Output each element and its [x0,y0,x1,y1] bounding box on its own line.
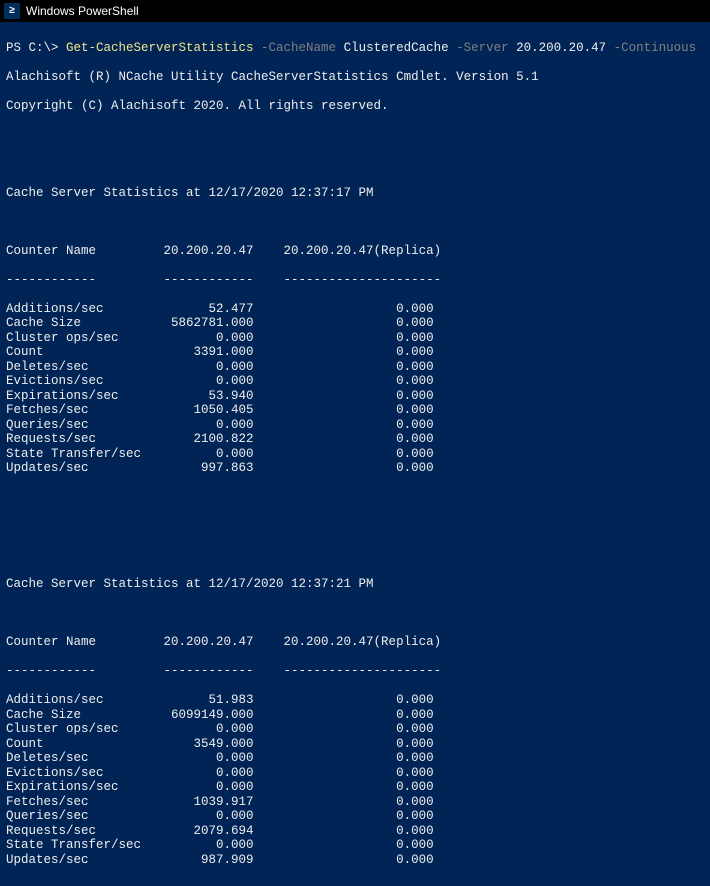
table-row: Requests/sec 2100.822 0.000 [6,432,704,447]
powershell-icon: ≥ [4,3,20,19]
table-row: Updates/sec 997.863 0.000 [6,461,704,476]
table-row: Requests/sec 2079.694 0.000 [6,824,704,839]
blank-line [6,490,704,505]
param-value: 20.200.20.47 [516,41,606,55]
table-body: Additions/sec 51.983 0.000Cache Size 609… [6,693,704,867]
table-row: Fetches/sec 1050.405 0.000 [6,403,704,418]
table-row: Cache Size 5862781.000 0.000 [6,316,704,331]
param-value: ClusteredCache [344,41,449,55]
table-divider: ------------ ------------ --------------… [6,273,704,288]
table-row: State Transfer/sec 0.000 0.000 [6,838,704,853]
table-row: Cluster ops/sec 0.000 0.000 [6,331,704,346]
table-row: Count 3391.000 0.000 [6,345,704,360]
param-flag: -Continuous [606,41,696,55]
terminal-output[interactable]: PS C:\> Get-CacheServerStatistics -Cache… [0,22,710,886]
table-row: Deletes/sec 0.000 0.000 [6,360,704,375]
table-row: Evictions/sec 0.000 0.000 [6,374,704,389]
window-title: Windows PowerShell [26,4,139,18]
titlebar[interactable]: ≥ Windows PowerShell [0,0,710,22]
table-row: Cache Size 6099149.000 0.000 [6,708,704,723]
table-row: Expirations/sec 0.000 0.000 [6,780,704,795]
prompt-prefix: PS C:\> [6,41,66,55]
command-line: PS C:\> Get-CacheServerStatistics -Cache… [6,41,704,56]
table-body: Additions/sec 52.477 0.000Cache Size 586… [6,302,704,476]
blank-line [6,215,704,230]
table-header: Counter Name 20.200.20.47 20.200.20.47(R… [6,244,704,259]
blank-line [6,548,704,563]
blank-line [6,128,704,143]
blank-line [6,606,704,621]
table-row: State Transfer/sec 0.000 0.000 [6,447,704,462]
table-row: Expirations/sec 53.940 0.000 [6,389,704,404]
table-row: Count 3549.000 0.000 [6,737,704,752]
banner-line: Copyright (C) Alachisoft 2020. All right… [6,99,704,114]
param-flag: -Server [449,41,517,55]
table-row: Deletes/sec 0.000 0.000 [6,751,704,766]
banner-line: Alachisoft (R) NCache Utility CacheServe… [6,70,704,85]
snapshot-title: Cache Server Statistics at 12/17/2020 12… [6,186,704,201]
cmdlet-name: Get-CacheServerStatistics [66,41,254,55]
blank-line [6,157,704,172]
table-row: Cluster ops/sec 0.000 0.000 [6,722,704,737]
param-flag: -CacheName [254,41,344,55]
table-divider: ------------ ------------ --------------… [6,664,704,679]
table-row: Evictions/sec 0.000 0.000 [6,766,704,781]
table-row: Fetches/sec 1039.917 0.000 [6,795,704,810]
table-row: Additions/sec 51.983 0.000 [6,693,704,708]
snapshot-title: Cache Server Statistics at 12/17/2020 12… [6,577,704,592]
blank-line [6,519,704,534]
table-row: Updates/sec 987.909 0.000 [6,853,704,868]
table-row: Queries/sec 0.000 0.000 [6,809,704,824]
table-row: Queries/sec 0.000 0.000 [6,418,704,433]
table-row: Additions/sec 52.477 0.000 [6,302,704,317]
table-header: Counter Name 20.200.20.47 20.200.20.47(R… [6,635,704,650]
